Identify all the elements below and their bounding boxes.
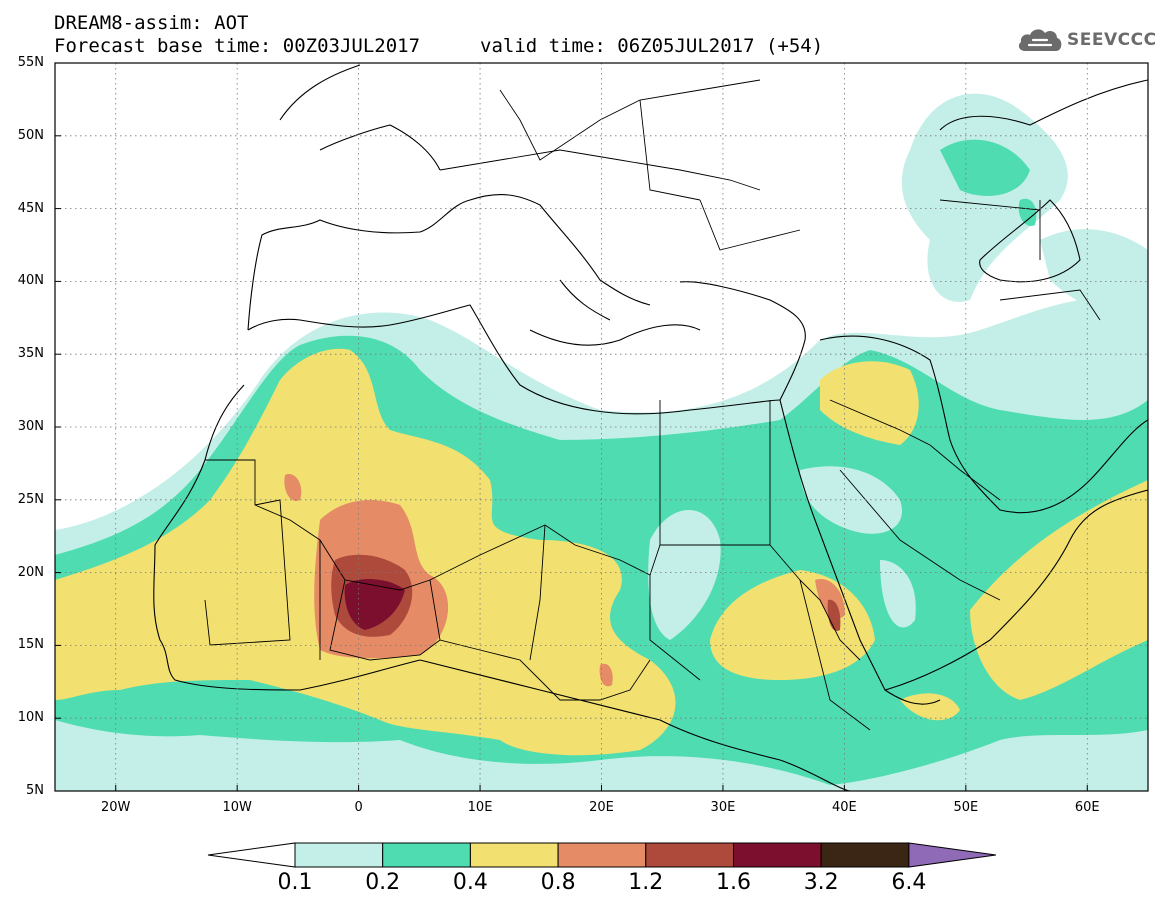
lat-label: 35N: [17, 346, 44, 362]
colorbar-swatch: [294, 842, 384, 868]
colorbar-threshold-label: 1.6: [716, 870, 751, 895]
lat-label: 55N: [17, 55, 44, 70]
colorbar-over-arrow: [908, 842, 996, 868]
lon-label: 10E: [467, 800, 493, 815]
colorbar-swatch: [557, 842, 647, 868]
colorbar-threshold-label: 0.2: [365, 870, 401, 895]
aot-region-1.6: [344, 578, 405, 630]
lon-label: 60E: [1074, 800, 1100, 815]
lon-label: 40E: [831, 800, 857, 815]
valid-time: valid time: 06Z05JUL2017 (+54): [480, 35, 824, 57]
lat-label: 30N: [17, 419, 44, 434]
lat-label: 5N: [26, 783, 44, 798]
lat-label: 45N: [17, 200, 44, 216]
colorbar-swatch: [645, 842, 734, 868]
colorbar-threshold-label: 1.2: [628, 870, 664, 895]
lat-label: 25N: [17, 491, 44, 507]
lon-label: 10W: [222, 800, 252, 815]
logo-text: SEEVCCC: [1067, 30, 1157, 50]
colorbar-swatch: [469, 842, 559, 868]
forecast-base-time: Forecast base time: 00Z03JUL2017: [54, 35, 421, 57]
colorbar-threshold-label: 0.1: [277, 870, 313, 895]
coastlines: [153, 64, 1148, 791]
colorbar-under-arrow: [207, 842, 296, 868]
colorbar-threshold-label: 0.8: [540, 870, 576, 895]
colorbar-swatch: [733, 842, 822, 868]
colorbar-threshold-label: 3.2: [803, 870, 839, 895]
country-borders: [204, 79, 1101, 731]
lat-label: 15N: [17, 637, 44, 653]
aot-map: [54, 62, 1149, 792]
colorbar-threshold-label: 6.4: [891, 870, 927, 895]
lon-label: 20W: [101, 800, 131, 815]
map-frame: [54, 62, 1149, 792]
lat-label: 50N: [17, 127, 44, 143]
lat-label: 40N: [17, 273, 44, 289]
lon-label: 20E: [589, 800, 614, 815]
cloud-logo-icon: [1018, 29, 1062, 51]
lon-label: 0: [354, 800, 363, 815]
lat-label: 10N: [17, 710, 44, 726]
seevccc-logo: SEEVCCC: [1017, 24, 1157, 56]
lat-label: 20N: [17, 564, 44, 580]
graticule: [55, 63, 1148, 791]
colorbar-threshold-label: 0.4: [452, 870, 488, 895]
lon-label: 30E: [710, 800, 736, 815]
colorbar-swatch: [382, 842, 471, 868]
map-title: DREAM8-assim: AOT: [54, 12, 249, 34]
colorbar-swatch: [820, 842, 910, 868]
lon-label: 50E: [953, 800, 979, 815]
